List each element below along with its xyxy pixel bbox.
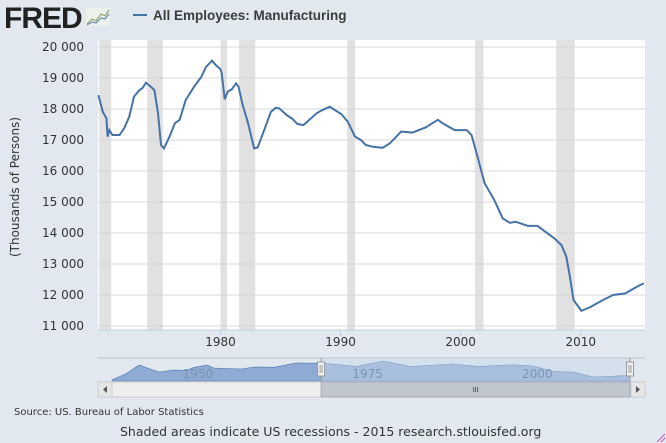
navigator-area (111, 360, 631, 382)
y-tick-label: 20 000 (42, 40, 84, 54)
navigator-tick-label: 2000 (522, 367, 553, 381)
x-tick-label: 1990 (325, 335, 356, 349)
scrollbar-grip-icon (473, 387, 479, 392)
resize-handle-icon[interactable] (657, 434, 665, 442)
legend-label: All Employees: Manufacturing (153, 8, 347, 23)
y-tick-label: 12 000 (42, 288, 84, 302)
scrollbar[interactable] (97, 381, 646, 398)
recession-band (99, 40, 112, 330)
navigator-handle[interactable] (626, 361, 634, 377)
navigator[interactable]: 1950 1975 2000 (98, 357, 645, 382)
y-tick-label: 11 000 (42, 319, 84, 333)
legend-swatch (133, 13, 147, 16)
fred-logo[interactable]: FRED (4, 2, 83, 35)
y-tick-label: 13 000 (42, 257, 84, 271)
navigator-handle[interactable] (317, 361, 326, 377)
y-tick-label: 19 000 (42, 71, 84, 85)
arrow-left-icon (103, 386, 107, 393)
arrow-right-icon (636, 386, 640, 393)
recession-band (220, 40, 228, 330)
navigator-tick-label: 1975 (352, 367, 383, 381)
y-tick-label: 15 000 (42, 195, 84, 209)
x-tick-label: 2010 (565, 335, 596, 349)
y-tick-label: 18 000 (42, 102, 84, 116)
fred-chart-logo-icon (86, 8, 110, 26)
recession-band (475, 40, 484, 330)
legend-item[interactable]: All Employees: Manufacturing (133, 8, 347, 23)
navigator-tick-label: 1950 (183, 367, 214, 381)
recession-band (347, 40, 355, 330)
series-line (97, 59, 645, 313)
x-tick-label: 2000 (445, 335, 476, 349)
recession-band (239, 40, 256, 330)
y-tick-label: 14 000 (42, 226, 84, 240)
source-note: Source: US. Bureau of Labor Statistics (14, 407, 204, 418)
recession-credit[interactable]: Shaded areas indicate US recessions - 20… (120, 424, 542, 439)
recession-band (147, 40, 163, 330)
recession-band (556, 40, 575, 330)
y-tick-label: 17 000 (42, 133, 84, 147)
navigator-selection[interactable] (321, 358, 630, 382)
chart: 11 000 12 000 13 000 14 000 15 000 16 000 17 0… (8, 40, 646, 398)
x-tick-label: 1980 (205, 335, 236, 349)
y-tick-label: 16 000 (42, 164, 84, 178)
y-axis-label: (Thousands of Persons) (8, 117, 22, 257)
plot-area (98, 40, 645, 330)
